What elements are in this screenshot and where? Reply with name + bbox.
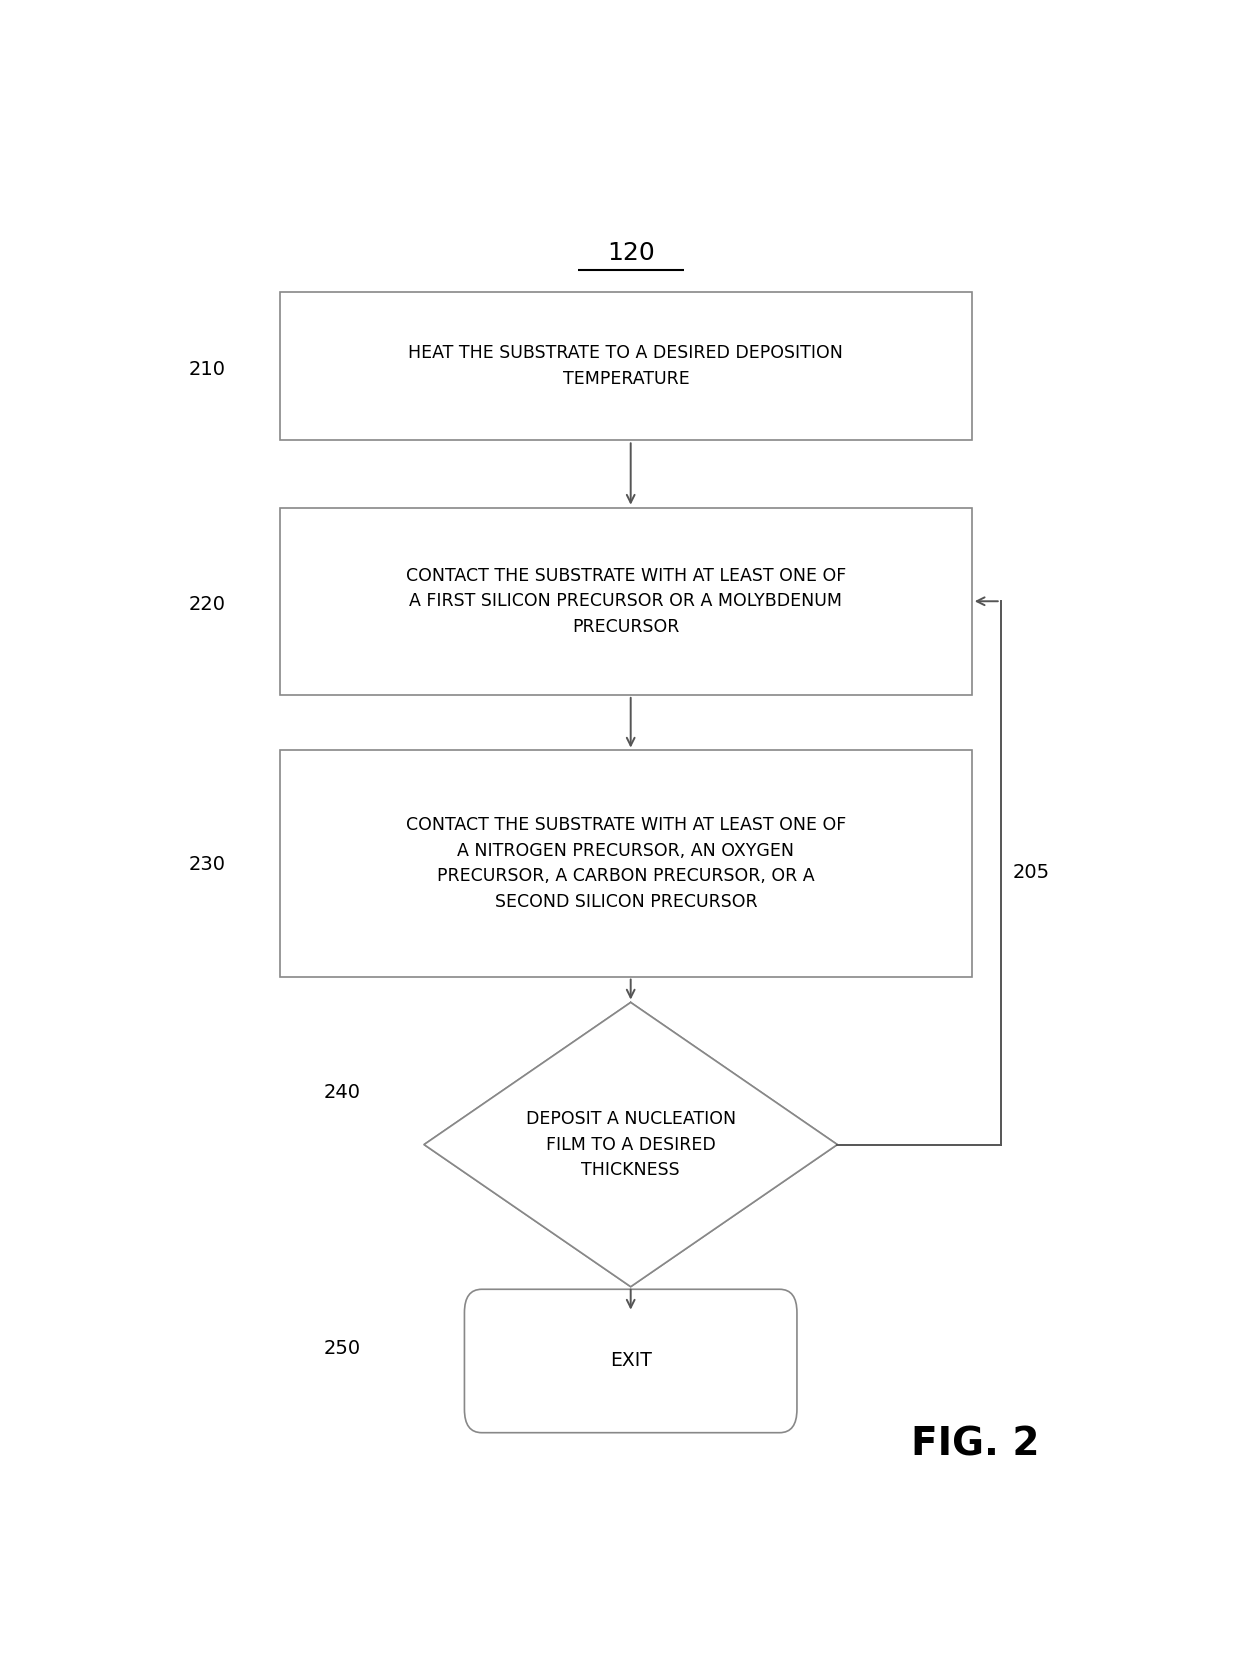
Text: HEAT THE SUBSTRATE TO A DESIRED DEPOSITION
TEMPERATURE: HEAT THE SUBSTRATE TO A DESIRED DEPOSITI… — [408, 344, 843, 388]
Polygon shape — [424, 1002, 837, 1287]
FancyBboxPatch shape — [280, 507, 972, 695]
Text: CONTACT THE SUBSTRATE WITH AT LEAST ONE OF
A NITROGEN PRECURSOR, AN OXYGEN
PRECU: CONTACT THE SUBSTRATE WITH AT LEAST ONE … — [405, 816, 846, 911]
Text: DEPOSIT A NUCLEATION
FILM TO A DESIRED
THICKNESS: DEPOSIT A NUCLEATION FILM TO A DESIRED T… — [526, 1109, 735, 1180]
FancyBboxPatch shape — [280, 750, 972, 977]
Text: CONTACT THE SUBSTRATE WITH AT LEAST ONE OF
A FIRST SILICON PRECURSOR OR A MOLYBD: CONTACT THE SUBSTRATE WITH AT LEAST ONE … — [405, 567, 846, 636]
Text: 230: 230 — [188, 854, 226, 874]
FancyBboxPatch shape — [465, 1289, 797, 1433]
Text: 250: 250 — [324, 1339, 361, 1358]
Text: 120: 120 — [606, 242, 655, 265]
Text: 205: 205 — [1012, 864, 1049, 883]
Text: EXIT: EXIT — [610, 1351, 652, 1371]
Text: 210: 210 — [188, 359, 226, 379]
Text: 240: 240 — [324, 1084, 360, 1102]
FancyBboxPatch shape — [280, 292, 972, 440]
Text: FIG. 2: FIG. 2 — [910, 1425, 1039, 1463]
Text: 220: 220 — [188, 596, 226, 614]
